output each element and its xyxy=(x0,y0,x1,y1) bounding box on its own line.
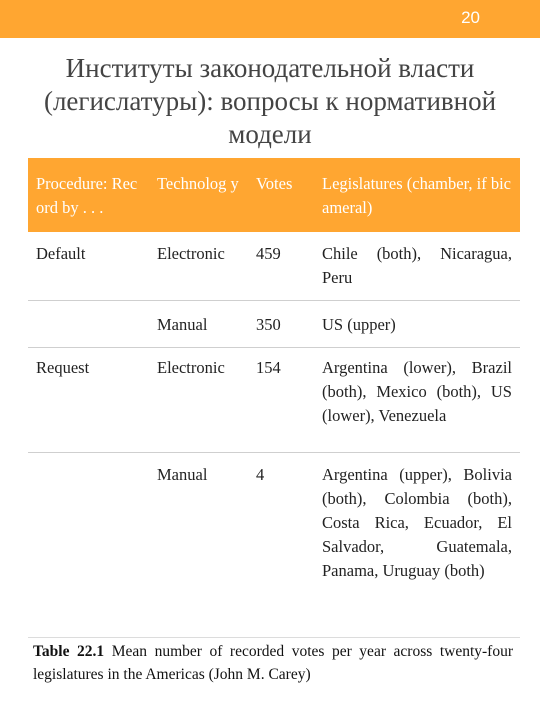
table-row: Default Electronic 459 Chile (both), Nic… xyxy=(28,232,520,301)
cell-votes: 154 xyxy=(248,347,314,453)
cell-technology: Manual xyxy=(149,452,248,638)
cell-votes: 350 xyxy=(248,300,314,348)
caption-label: Table 22.1 xyxy=(33,643,105,660)
cell-legislatures: Chile (both), Nicaragua, Peru xyxy=(314,232,520,301)
header-votes: Votes xyxy=(248,158,314,232)
cell-votes: 4 xyxy=(248,452,314,638)
table-header-row: Procedure: Record by . . . Technolog y V… xyxy=(28,158,520,232)
header-legislatures: Legislatures (chamber, if bicameral) xyxy=(314,158,520,232)
slide-title-line-1: Институты законодательной власти xyxy=(65,53,475,83)
cell-legislatures: Argentina (lower), Brazil (both), Mexico… xyxy=(314,347,520,453)
slide-title: Институты законодательной власти (легисл… xyxy=(0,52,540,151)
cell-procedure: Default xyxy=(28,232,149,301)
header-procedure: Procedure: Record by . . . xyxy=(28,158,149,232)
slide-title-line-3: модели xyxy=(228,119,312,149)
top-bar: 20 xyxy=(0,0,540,38)
recorded-votes-table: Procedure: Record by . . . Technolog y V… xyxy=(28,158,520,638)
cell-procedure xyxy=(28,452,149,638)
caption-text: Mean number of recorded votes per year a… xyxy=(33,643,513,683)
cell-technology: Electronic xyxy=(149,347,248,453)
cell-votes: 459 xyxy=(248,232,314,301)
cell-technology: Electronic xyxy=(149,232,248,301)
table-row: Request Electronic 154 Argentina (lower)… xyxy=(28,347,520,453)
slide-title-line-2: (легислатуры): вопросы к нормативной xyxy=(43,86,497,116)
page-number: 20 xyxy=(461,8,480,27)
cell-procedure: Request xyxy=(28,347,149,453)
table-caption: Table 22.1 Mean number of recorded votes… xyxy=(33,640,513,686)
cell-technology: Manual xyxy=(149,300,248,348)
table-row: Manual 4 Argentina (upper), Bolivia (bot… xyxy=(28,452,520,638)
cell-procedure xyxy=(28,300,149,348)
header-technology: Technolog y xyxy=(149,158,248,232)
table-row: Manual 350 US (upper) xyxy=(28,300,520,348)
cell-legislatures: US (upper) xyxy=(314,300,520,348)
cell-legislatures: Argentina (upper), Bolivia (both), Colom… xyxy=(314,452,520,638)
